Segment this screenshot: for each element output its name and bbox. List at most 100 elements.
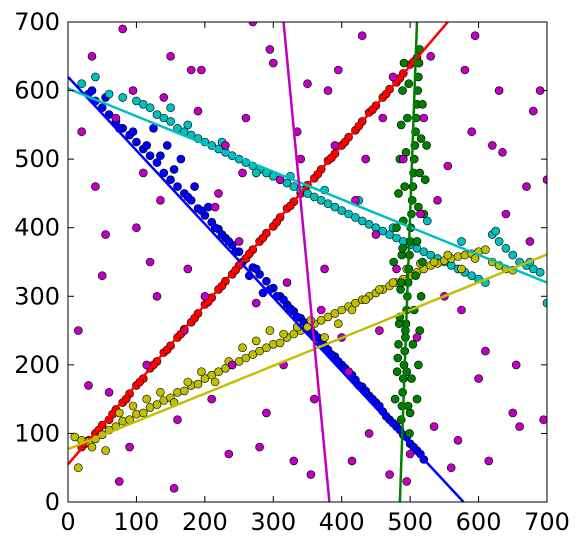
data-point (347, 456, 357, 466)
data-point (398, 86, 407, 95)
data-point (457, 264, 466, 274)
y-tick-label: 100 (14, 419, 60, 447)
data-point (87, 51, 97, 61)
data-point (282, 178, 292, 188)
data-point (118, 416, 127, 426)
data-point (289, 182, 299, 191)
data-point (87, 86, 97, 95)
data-point (429, 422, 439, 431)
data-point (371, 230, 381, 239)
data-point (415, 168, 425, 178)
fit-lines-layer (68, 22, 547, 502)
data-point (403, 401, 413, 411)
fit-line (68, 253, 547, 451)
data-point (542, 298, 547, 308)
data-point (97, 271, 107, 281)
data-point (508, 408, 518, 418)
data-point (234, 237, 244, 246)
data-point (210, 223, 220, 232)
data-point (152, 400, 162, 409)
data-point (265, 326, 275, 335)
data-point (227, 360, 237, 370)
data-point (255, 442, 264, 452)
data-point (197, 367, 206, 377)
fit-line (68, 87, 547, 284)
data-point (467, 271, 477, 281)
data-point (416, 291, 426, 301)
data-point (407, 209, 416, 219)
data-point (385, 230, 394, 239)
data-point (142, 141, 151, 150)
data-point (234, 357, 244, 366)
data-point (77, 127, 86, 136)
data-point (248, 350, 258, 359)
data-point (183, 120, 193, 130)
data-point (453, 252, 463, 261)
data-point (193, 379, 203, 389)
data-point (392, 367, 402, 377)
data-point (347, 305, 357, 315)
x-tick-label: 400 (319, 508, 365, 536)
data-point (145, 257, 155, 267)
y-tick-label: 700 (14, 8, 60, 36)
data-point (111, 113, 121, 123)
data-point (152, 291, 162, 301)
data-point (241, 113, 251, 123)
data-point (361, 154, 371, 164)
data-point (470, 31, 480, 41)
data-point (528, 106, 538, 116)
data-point (416, 209, 425, 219)
data-point (337, 305, 347, 315)
data-point (74, 326, 83, 335)
data-point (316, 315, 326, 325)
data-point (460, 65, 470, 75)
data-point (344, 209, 353, 219)
data-point (186, 65, 196, 75)
data-point (145, 103, 155, 112)
data-point (323, 312, 333, 322)
data-point (411, 271, 420, 281)
x-tick-label: 0 (60, 508, 75, 536)
data-point (501, 244, 511, 253)
data-point (289, 329, 299, 339)
data-point (70, 432, 80, 442)
data-point (166, 117, 175, 126)
data-point (407, 374, 416, 383)
data-point (402, 477, 412, 486)
data-point (292, 312, 302, 322)
data-point (330, 309, 340, 318)
x-tick-label: 100 (114, 508, 160, 536)
data-point (306, 470, 316, 479)
data-point (388, 72, 398, 82)
data-point (337, 206, 347, 215)
data-point (344, 367, 353, 377)
data-point (323, 86, 333, 95)
data-point (396, 278, 406, 287)
data-point (238, 168, 247, 178)
data-point (197, 206, 206, 215)
data-point (429, 257, 439, 267)
data-point (200, 374, 210, 383)
data-point (180, 386, 189, 396)
data-point (303, 79, 312, 88)
data-point (275, 338, 285, 348)
data-point (207, 394, 216, 404)
data-point (169, 483, 179, 493)
data-point (404, 79, 414, 88)
data-point (399, 58, 409, 68)
data-point (309, 394, 319, 404)
data-point (258, 288, 268, 298)
data-point (125, 442, 134, 452)
fit-line (282, 22, 331, 502)
data-point (241, 353, 251, 363)
data-point (396, 120, 406, 130)
data-point (357, 31, 367, 41)
data-point (115, 408, 124, 418)
data-point (132, 137, 141, 147)
data-point (142, 360, 151, 370)
data-point (193, 106, 203, 116)
data-point (539, 415, 547, 424)
data-point (104, 387, 114, 397)
data-point (87, 442, 97, 452)
data-point (139, 408, 148, 418)
